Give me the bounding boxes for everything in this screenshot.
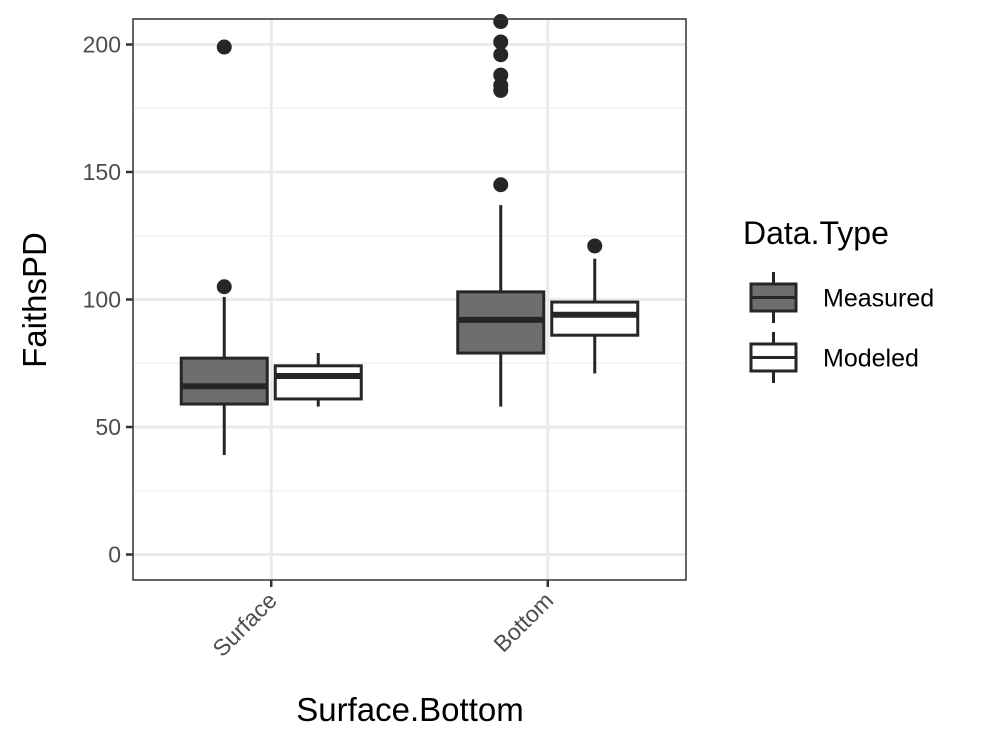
legend-key-measured — [749, 272, 798, 323]
legend-key-modeled — [749, 332, 798, 383]
y-tick-label: 50 — [95, 414, 121, 440]
outlier-point — [587, 238, 603, 254]
outlier-point — [493, 177, 509, 193]
outlier-point — [493, 47, 509, 63]
box-iqr — [179, 356, 269, 406]
box-measured-bottom — [456, 14, 546, 407]
y-tick-label: 150 — [83, 159, 121, 185]
outlier-point — [493, 14, 509, 30]
legend-title: Data.Type — [743, 215, 889, 251]
y-tick-label: 0 — [108, 542, 121, 568]
x-tick-label: Surface — [207, 587, 281, 661]
legend: Data.Type Measured Modeled — [743, 215, 934, 383]
x-axis: Surface Bottom — [207, 580, 558, 662]
y-tick-label: 200 — [83, 32, 121, 58]
legend-label-measured: Measured — [823, 285, 934, 313]
plot-area — [132, 14, 687, 581]
legend-label-modeled: Modeled — [823, 345, 919, 373]
y-axis: 0 50 100 150 200 — [83, 32, 133, 568]
x-tick-label: Bottom — [488, 587, 558, 657]
box-iqr — [273, 364, 363, 401]
x-axis-title: Surface.Bottom — [296, 691, 523, 728]
box-iqr — [550, 300, 640, 337]
outlier-point — [216, 39, 232, 55]
box-modeled-bottom — [550, 238, 640, 374]
outlier-point — [493, 67, 509, 83]
outlier-point — [216, 279, 232, 295]
y-tick-label: 100 — [83, 287, 121, 313]
box-measured-surface — [179, 39, 269, 456]
y-axis-title: FaithsPD — [16, 232, 53, 368]
outlier-point — [493, 34, 509, 50]
box-modeled-surface — [273, 353, 363, 407]
